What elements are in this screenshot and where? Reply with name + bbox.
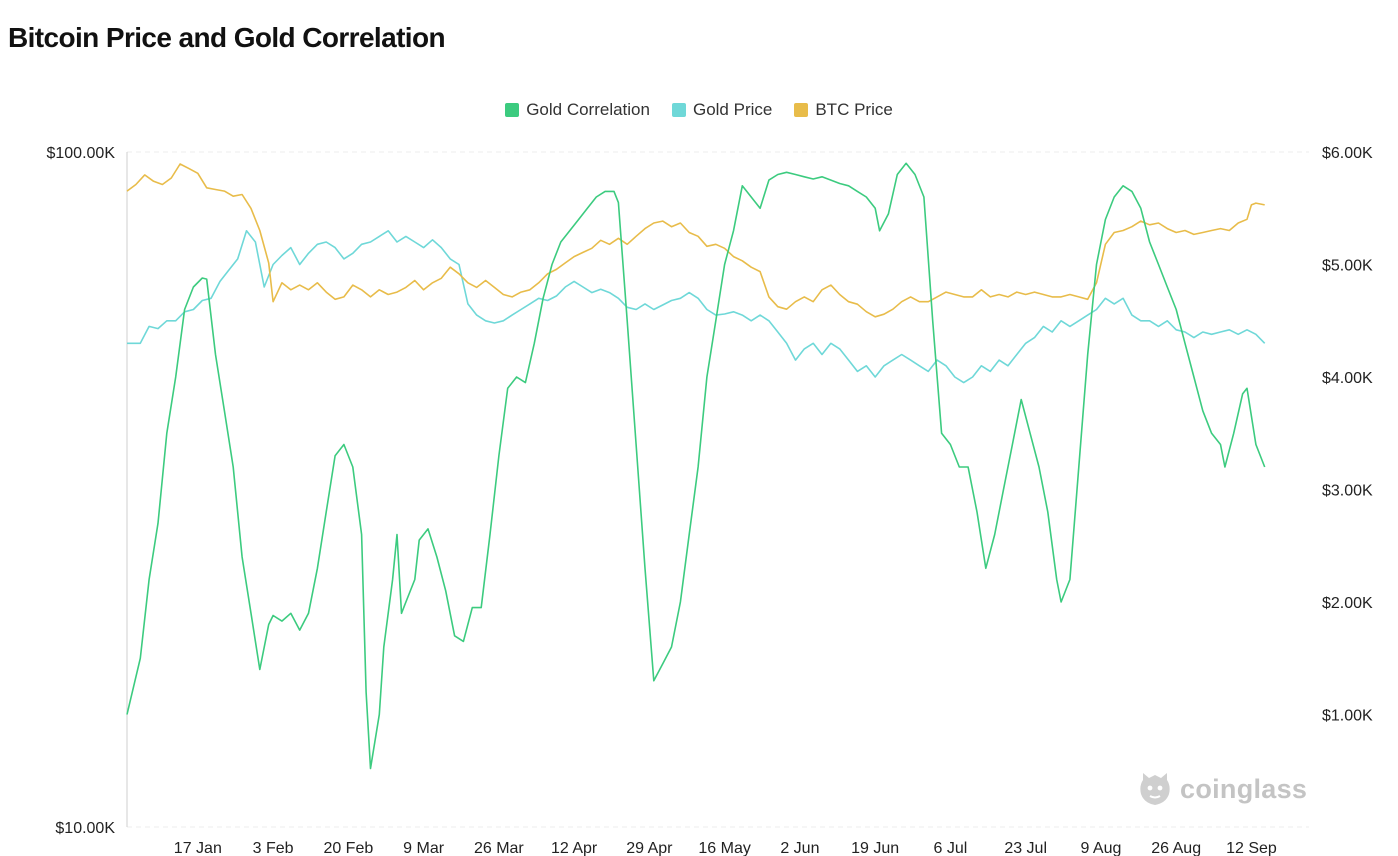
- y-left-tick-label: $100.00K: [46, 145, 115, 162]
- legend-label-btc-price: BTC Price: [815, 100, 893, 119]
- series-line-btc-price: [126, 163, 1265, 318]
- legend-item-btc-price[interactable]: BTC Price: [794, 100, 893, 120]
- y-right-tick-label: $1.00K: [1322, 708, 1373, 725]
- y-right-tick-label: $2.00K: [1322, 595, 1373, 612]
- chart-legend: Gold Correlation Gold Price BTC Price: [0, 100, 1398, 120]
- coinglass-logo-icon: [1140, 773, 1170, 805]
- y-right-tick-label: $6.00K: [1322, 145, 1373, 162]
- series-gold-correlation: [126, 162, 1266, 770]
- x-tick-label: 12 Apr: [551, 840, 598, 856]
- x-tick-label: 23 Jul: [1004, 840, 1047, 856]
- series-line-gold-price: [127, 230, 1266, 384]
- legend-swatch-gold-correlation: [505, 103, 520, 117]
- x-tick-label: 3 Feb: [253, 840, 294, 856]
- legend-swatch-gold-price: [671, 103, 686, 117]
- x-tick-label: 19 Jun: [851, 840, 899, 856]
- y-right-tick-label: $3.00K: [1322, 483, 1373, 500]
- x-tick-label: 16 May: [698, 840, 750, 856]
- page-title: Bitcoin Price and Gold Correlation: [8, 22, 446, 53]
- watermark-text: coinglass: [1180, 773, 1308, 804]
- x-tick-label: 29 Apr: [626, 840, 673, 856]
- y-right-tick-label: $5.00K: [1322, 258, 1373, 275]
- series-line-gold-correlation: [126, 162, 1266, 770]
- x-tick-label: 17 Jan: [174, 840, 222, 856]
- watermark: coinglass: [1138, 770, 1307, 808]
- x-tick-label: 2 Jun: [780, 840, 819, 856]
- legend-swatch-btc-price: [794, 103, 809, 117]
- x-tick-label: 20 Feb: [323, 840, 373, 856]
- legend-item-gold-correlation[interactable]: Gold Correlation: [505, 100, 650, 120]
- x-tick-label: 12 Sep: [1226, 840, 1277, 856]
- legend-item-gold-price[interactable]: Gold Price: [671, 100, 773, 120]
- y-left-tick-label: $10.00K: [55, 820, 115, 837]
- x-tick-label: 6 Jul: [934, 840, 968, 856]
- x-tick-label: 26 Mar: [474, 840, 524, 856]
- x-tick-label: 26 Aug: [1151, 840, 1201, 856]
- x-tick-label: 9 Mar: [403, 840, 445, 856]
- series-gold-price: [127, 230, 1266, 384]
- x-tick-label: 9 Aug: [1080, 840, 1121, 856]
- legend-label-gold-price: Gold Price: [692, 100, 773, 119]
- y-right-tick-label: $4.00K: [1322, 370, 1373, 387]
- series-btc-price: [126, 163, 1265, 318]
- legend-label-gold-correlation: Gold Correlation: [526, 100, 650, 119]
